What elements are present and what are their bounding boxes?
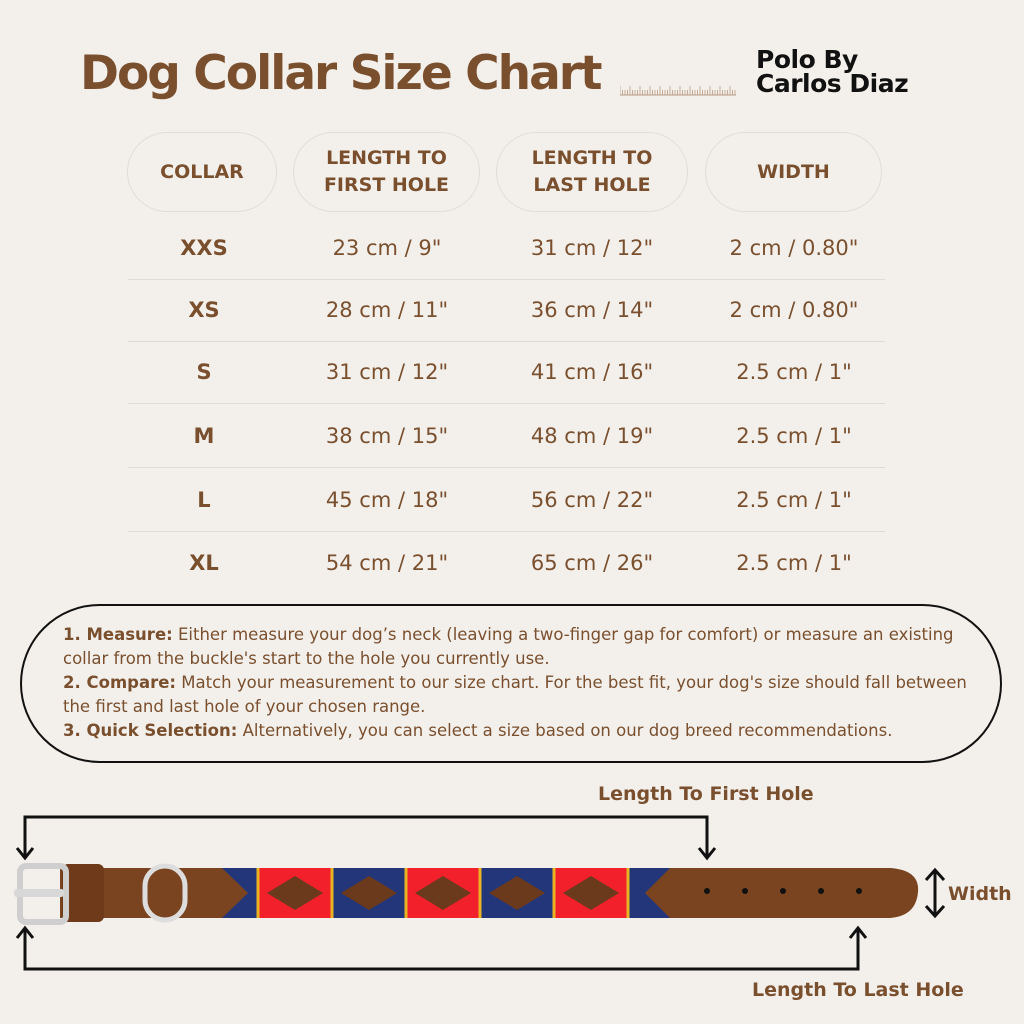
last-hole-label: Length To Last Hole (752, 979, 964, 1001)
width-arrow-icon (924, 867, 946, 919)
header-text: LAST HOLE (533, 174, 651, 196)
value-cell: 48 cm / 19" (530, 424, 654, 448)
size-cell: XXS (180, 236, 228, 260)
last-hole-bracket (23, 930, 860, 971)
diamond-motif (267, 876, 323, 910)
size-cell: L (197, 488, 211, 512)
value-cell: 31 cm / 12" (325, 360, 449, 384)
d-ring (142, 863, 188, 923)
instruction-text: Either measure your dog’s neck (leaving … (63, 625, 954, 668)
first-hole-label: Length To First Hole (598, 783, 814, 805)
gold-stripe (478, 868, 482, 918)
row-divider (128, 403, 885, 404)
instruction-item: 3. Quick Selection: Alternatively, you c… (63, 719, 970, 743)
gold-stripe (330, 868, 334, 918)
buckle-prong (14, 889, 64, 897)
row-divider (128, 341, 885, 342)
column-header: WIDTH (705, 132, 882, 212)
instruction-item: 1. Measure: Either measure your dog’s ne… (63, 623, 970, 671)
table-row: M 38 cm / 15" 48 cm / 19" 2.5 cm / 1" (128, 405, 885, 467)
row-divider (128, 467, 885, 468)
size-cell: XL (189, 551, 219, 575)
header-text: FIRST HOLE (323, 174, 450, 196)
collar-hole (856, 888, 862, 894)
table-row: XXS 23 cm / 9" 31 cm / 12" 2 cm / 0.80" (128, 217, 885, 279)
value-cell: 65 cm / 26" (530, 551, 654, 575)
value-cell: 2.5 cm / 1" (736, 551, 852, 575)
collar-hole (704, 888, 710, 894)
size-cell: S (196, 360, 212, 384)
collar-hole (780, 888, 786, 894)
value-cell: 2 cm / 0.80" (729, 236, 859, 260)
value-cell: 23 cm / 9" (332, 236, 442, 260)
collar-image (14, 863, 919, 925)
first-hole-bracket (23, 815, 709, 858)
diamond-motif (415, 876, 471, 910)
page-title: Dog Collar Size Chart (80, 46, 602, 101)
collar-diagram (14, 815, 946, 971)
brand-logo: Polo By Carlos Diaz (756, 45, 909, 98)
diamond-motif (341, 876, 397, 910)
table-row: L 45 cm / 18" 56 cm / 22" 2.5 cm / 1" (128, 469, 885, 531)
value-cell: 2 cm / 0.80" (729, 298, 859, 322)
size-cell: M (193, 424, 215, 448)
table-row: XL 54 cm / 21" 65 cm / 26" 2.5 cm / 1" (128, 532, 885, 594)
size-cell: XS (188, 298, 220, 322)
instruction-label: 2. Compare: (63, 673, 177, 692)
collar-leather-tip (630, 868, 919, 918)
column-header: LENGTH TO LAST HOLE (496, 132, 688, 212)
value-cell: 45 cm / 18" (325, 488, 449, 512)
value-cell: 31 cm / 12" (530, 236, 654, 260)
header-text: LENGTH TO (326, 147, 447, 169)
arrow-down-icon (15, 847, 35, 861)
arrow-up-icon (15, 925, 35, 939)
table-row: XS 28 cm / 11" 36 cm / 14" 2 cm / 0.80" (128, 279, 885, 341)
instruction-label: 3. Quick Selection: (63, 721, 238, 740)
header-text: LENGTH TO (531, 147, 653, 169)
value-cell: 41 cm / 16" (530, 360, 654, 384)
brand-line-1: Polo By (756, 45, 858, 74)
arrow-up-icon (848, 925, 868, 939)
value-cell: 2.5 cm / 1" (736, 360, 852, 384)
header-text: WIDTH (757, 160, 830, 183)
gold-stripe (404, 868, 408, 918)
header-text: COLLAR (160, 160, 244, 183)
value-cell: 56 cm / 22" (530, 488, 654, 512)
diamond-motif (563, 876, 619, 910)
width-label: Width (948, 883, 1012, 905)
row-divider (128, 279, 885, 280)
value-cell: 2.5 cm / 1" (736, 488, 852, 512)
pattern-block (222, 868, 258, 918)
table-row: S 31 cm / 12" 41 cm / 16" 2.5 cm / 1" (128, 341, 885, 403)
gold-stripe (256, 868, 260, 918)
instruction-text: Alternatively, you can select a size bas… (237, 721, 893, 740)
ruler-icon (620, 86, 736, 96)
instructions-box: 1. Measure: Either measure your dog’s ne… (20, 604, 1002, 763)
value-cell: 2.5 cm / 1" (736, 424, 852, 448)
collar-keeper (62, 864, 104, 922)
gold-stripe (626, 868, 630, 918)
pattern-block (628, 868, 670, 918)
value-cell: 38 cm / 15" (325, 424, 449, 448)
column-header: COLLAR (127, 132, 277, 212)
collar-hole (742, 888, 748, 894)
instruction-item: 2. Compare: Match your measurement to ou… (63, 671, 970, 719)
column-header: LENGTH TO FIRST HOLE (293, 132, 480, 212)
value-cell: 28 cm / 11" (325, 298, 449, 322)
instruction-text: Match your measurement to our size chart… (63, 673, 967, 716)
value-cell: 54 cm / 21" (325, 551, 449, 575)
collar-hole (818, 888, 824, 894)
row-divider (128, 531, 885, 532)
gold-stripe (552, 868, 556, 918)
arrow-down-icon (697, 847, 717, 861)
value-cell: 36 cm / 14" (530, 298, 654, 322)
diamond-motif (489, 876, 545, 910)
brand-line-2: Carlos Diaz (756, 69, 909, 98)
instruction-label: 1. Measure: (63, 625, 173, 644)
